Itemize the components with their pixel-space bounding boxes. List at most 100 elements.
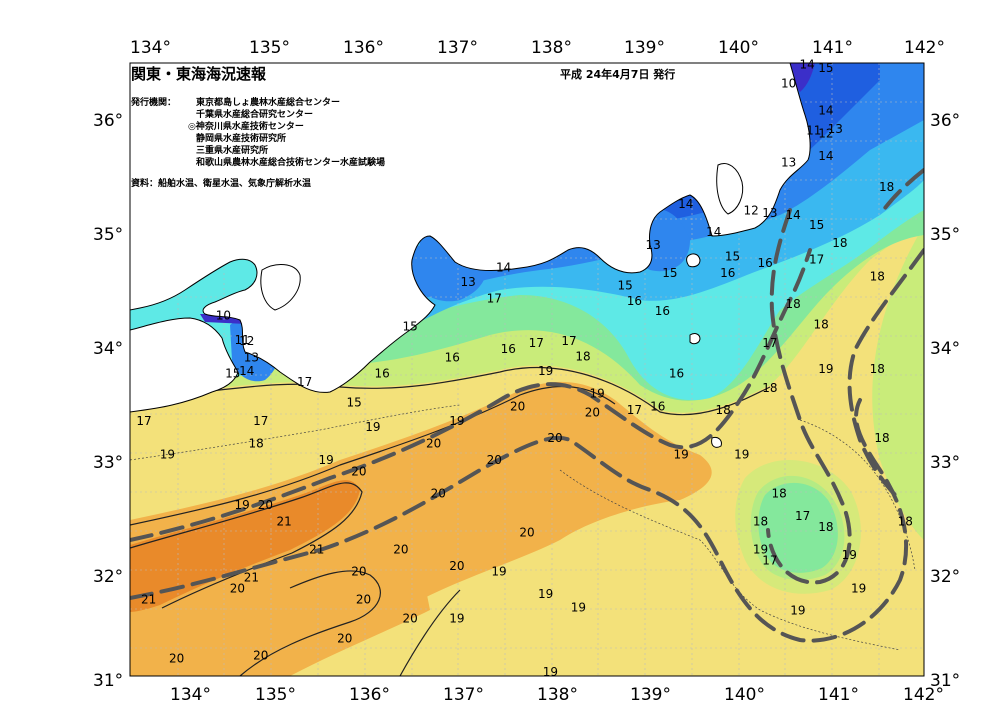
contour-label: 10: [216, 308, 231, 322]
contour-label: 16: [758, 256, 773, 270]
contour-label: 19: [365, 420, 380, 434]
contour-label: 13: [461, 275, 476, 289]
top-longitude-ticks: 134° 135° 136° 137° 138° 139° 140° 141° …: [130, 38, 945, 58]
map-frame: [129, 62, 925, 677]
contour-label: 20: [426, 437, 441, 451]
contour-label: 17: [627, 403, 642, 417]
contour-label: 17: [795, 509, 810, 523]
contour-label: 17: [529, 336, 544, 350]
lat-tick-left: 32°: [93, 567, 123, 587]
contour-label: 13: [645, 238, 660, 252]
land-awaji: [260, 264, 301, 311]
contour-label: 20: [449, 559, 464, 573]
lat-tick-left: 34°: [93, 339, 123, 359]
contour-label: 20: [253, 648, 268, 662]
kuroshio-meander: [766, 208, 852, 585]
kuroshio-offshore: [878, 168, 924, 217]
contour-label: 17: [253, 414, 268, 428]
isotherm-19: [399, 589, 461, 676]
contour-label: 20: [351, 464, 366, 478]
lat-tick-left: 33°: [93, 453, 123, 473]
contour-label: 18: [786, 297, 801, 311]
contour-label: 19: [753, 542, 768, 556]
lat-tick-left: 31°: [93, 671, 123, 691]
contour-label: 19: [790, 604, 805, 618]
contour-label: 20: [337, 632, 352, 646]
lon-tick-top: 136°: [343, 38, 384, 58]
lat-tick-right: 31°: [930, 671, 960, 691]
contour-label: 15: [809, 218, 824, 232]
issuer-item: 和歌山県農林水産総合技術センター水産試験場: [195, 156, 385, 168]
contour-label: 18: [716, 403, 731, 417]
kuroshio-axis-path: [130, 398, 909, 643]
right-latitude-ticks: 36° 35° 34° 33° 32° 31°: [930, 111, 960, 691]
isotherm-20-south: [239, 570, 381, 676]
contour-label: 18: [753, 515, 768, 529]
lat-tick-right: 32°: [930, 567, 960, 587]
lon-tick-bottom: 141°: [818, 685, 859, 705]
contour-label: 19: [538, 587, 553, 601]
contour-label: 21: [276, 515, 291, 529]
contour-label: 14: [496, 260, 511, 274]
issuer-label: 発行機関：: [130, 96, 176, 108]
contour-label: 18: [832, 236, 847, 250]
contour-label: 20: [510, 400, 525, 414]
contour-label: 19: [538, 364, 553, 378]
lon-tick-top: 134°: [130, 38, 171, 58]
contour-label: 14: [800, 58, 815, 72]
data-source: 資料：船舶水温、衛星水温、気象庁解析水温: [131, 177, 311, 189]
lon-tick-bottom: 137°: [443, 685, 484, 705]
contour-label: 19: [491, 565, 506, 579]
lon-tick-bottom: 136°: [349, 685, 390, 705]
map-title: 関東・東海海況速報: [131, 65, 267, 83]
lat-tick-right: 35°: [930, 225, 960, 245]
date-background: [540, 64, 700, 84]
contour-label: 19: [449, 612, 464, 626]
contour-label: 19: [449, 414, 464, 428]
contour-label: 16: [655, 304, 670, 318]
lat-tick-right: 34°: [930, 339, 960, 359]
header-background: [131, 64, 399, 194]
contour-label: 14: [239, 364, 254, 378]
contour-label: 16: [445, 351, 460, 365]
contour-label: 19: [160, 448, 175, 462]
contour-label: 15: [725, 249, 740, 263]
contour-label: 17: [762, 336, 777, 350]
contour-label: 14: [818, 103, 833, 117]
land-izu-oshima: [686, 253, 701, 268]
contour-label: 16: [650, 400, 665, 414]
contour-label: 13: [828, 122, 843, 136]
contour-label: 19: [319, 453, 334, 467]
lon-tick-top: 137°: [437, 38, 478, 58]
contour-label: 21: [244, 570, 259, 584]
lon-tick-top: 142°: [904, 38, 945, 58]
lon-tick-bottom: 134°: [170, 685, 211, 705]
lon-tick-top: 141°: [812, 38, 853, 58]
isotherm-21: [130, 482, 363, 609]
issuer-item: 千葉県水産総合研究センター: [196, 108, 313, 120]
contour-label: 12: [239, 334, 254, 348]
contour-label: 18: [870, 362, 885, 376]
contour-label: 18: [874, 431, 889, 445]
contour-label: 14: [706, 225, 721, 239]
land-shikoku: [130, 317, 239, 413]
contour-label: 19: [734, 448, 749, 462]
contour-label: 15: [818, 61, 833, 75]
contour-label: 19: [842, 548, 857, 562]
contour-label: 14: [818, 149, 833, 163]
contour-label: 16: [720, 266, 735, 280]
contour-label: 17: [561, 334, 576, 348]
header-block: 関東・東海海況速報 平成 24年4月7日 発行 発行機関： 東京都島しょ農林水産…: [130, 64, 700, 194]
issue-date: 平成 24年4月7日 発行: [560, 67, 675, 81]
contour-label: 17: [762, 554, 777, 568]
contour-label: 18: [575, 350, 590, 364]
lon-tick-bottom: 140°: [724, 685, 765, 705]
contour-label: 15: [617, 278, 632, 292]
contour-label: 17: [136, 414, 151, 428]
contour-label: 13: [762, 206, 777, 220]
contour-label: 19: [851, 581, 866, 595]
contour-label: 20: [169, 652, 184, 666]
contour-label: 17: [297, 375, 312, 389]
lat-tick-left: 35°: [93, 225, 123, 245]
